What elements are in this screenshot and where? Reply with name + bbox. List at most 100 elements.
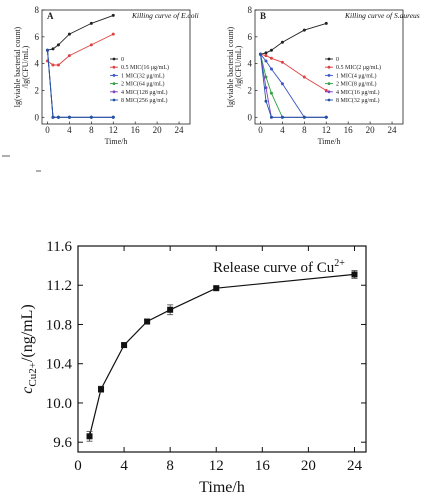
legend-marker bbox=[112, 90, 116, 94]
x-tick-label: 24 bbox=[175, 125, 185, 135]
plot-frame bbox=[77, 245, 367, 453]
legend-marker bbox=[112, 98, 116, 102]
legend: 00.5 MIC(2 μg/mL)1 MIC(4 μg/mL) 2 MIC(8 μ… bbox=[325, 57, 381, 104]
data-point bbox=[167, 306, 174, 313]
data-point bbox=[89, 43, 93, 47]
data-point bbox=[280, 40, 284, 44]
data-point bbox=[324, 115, 328, 119]
y-tick-label: 8 bbox=[35, 5, 40, 15]
x-tick-label: 4 bbox=[67, 125, 72, 135]
legend-label: 0 bbox=[336, 57, 339, 63]
x-tick-label: 0 bbox=[258, 125, 263, 135]
data-point bbox=[269, 67, 273, 71]
x-tick-label: 20 bbox=[153, 125, 163, 135]
legend-marker bbox=[327, 98, 331, 102]
y-tick-label: 6 bbox=[35, 32, 40, 42]
data-point bbox=[111, 115, 115, 119]
y-axis-label: cCu2+/(ng/mL) bbox=[19, 304, 39, 393]
x-tick-label: 16 bbox=[255, 458, 271, 474]
data-point bbox=[111, 13, 115, 17]
data-point bbox=[269, 115, 273, 119]
panel-title: Killing curve of E.coli bbox=[131, 11, 199, 20]
data-point bbox=[302, 115, 306, 119]
x-tick-label: 8 bbox=[166, 458, 174, 474]
data-point bbox=[351, 271, 358, 278]
data-point bbox=[269, 48, 273, 52]
y-tick-label: 11.2 bbox=[46, 278, 72, 294]
cu-release-curve-panel: 0 4 8 12 16 20 24 9.6 10.0 10.4 10.8 11.2 11.6 Time/h… bbox=[19, 239, 367, 496]
data-point bbox=[51, 115, 55, 119]
y-axis-label-line2: /lg(CFU/mL) bbox=[21, 45, 30, 88]
x-tick-label: 0 bbox=[74, 458, 82, 474]
x-axis-label: Time/h bbox=[318, 137, 341, 146]
data-point bbox=[144, 318, 151, 325]
y-tick-label: 2 bbox=[35, 85, 40, 95]
x-tick-label: 8 bbox=[302, 125, 307, 135]
legend-label: 4 MIC(128 μg/mL) bbox=[121, 89, 168, 96]
legend-marker bbox=[112, 57, 116, 61]
plot-frame bbox=[254, 9, 404, 125]
legend-marker bbox=[327, 90, 331, 94]
data-point bbox=[280, 60, 284, 64]
legend-label: 0.5 MIC(16 μg/mL) bbox=[121, 64, 169, 71]
data-point bbox=[67, 32, 71, 36]
y-tick-label: 2 bbox=[248, 85, 253, 95]
series-line bbox=[47, 50, 114, 118]
data-point bbox=[67, 54, 71, 58]
data-point bbox=[280, 82, 284, 86]
data-point bbox=[264, 59, 268, 63]
series-line bbox=[260, 53, 327, 91]
data-point bbox=[302, 75, 306, 79]
x-tick-label: 20 bbox=[301, 458, 316, 474]
series-line bbox=[260, 54, 327, 118]
data-point bbox=[264, 86, 268, 90]
data-point bbox=[269, 91, 273, 95]
data-point bbox=[86, 433, 93, 440]
data-point bbox=[280, 115, 284, 119]
legend-marker bbox=[327, 74, 331, 77]
legend-marker bbox=[327, 65, 331, 69]
stray-marks bbox=[2, 155, 41, 172]
x-axis-label: Time/h bbox=[105, 137, 128, 146]
y-axis-label-line1: lg(viable bacterial count) bbox=[13, 26, 22, 107]
legend-marker bbox=[112, 65, 116, 69]
y-axis-label-line2: /lg(CFU/mL) bbox=[234, 45, 243, 88]
data-point bbox=[302, 28, 306, 32]
series-line bbox=[47, 50, 114, 118]
x-tick-label: 12 bbox=[209, 458, 224, 474]
legend-label: 4 MIC(16 μg/mL) bbox=[336, 89, 380, 96]
data-point bbox=[56, 43, 60, 47]
data-point bbox=[324, 88, 328, 92]
data-point bbox=[51, 47, 55, 51]
legend-label: 8 MIC(32 μg/mL) bbox=[336, 97, 380, 104]
data-point bbox=[89, 115, 93, 119]
series-line bbox=[260, 54, 327, 118]
x-tick-label: 12 bbox=[322, 125, 331, 135]
data-point bbox=[264, 54, 268, 58]
legend-marker bbox=[327, 57, 331, 61]
panel-label: A bbox=[47, 11, 54, 21]
data-point bbox=[269, 56, 273, 60]
data-point bbox=[264, 99, 268, 103]
y-tick-label: 10.0 bbox=[46, 396, 72, 412]
series-line bbox=[88, 273, 355, 437]
plot-frame bbox=[41, 9, 191, 125]
legend-label: 2 MIC(64 μg/mL) bbox=[121, 81, 165, 88]
data-point bbox=[111, 32, 115, 36]
y-tick-label: 9.6 bbox=[53, 435, 72, 451]
x-tick-label: 4 bbox=[120, 458, 128, 474]
y-tick-label: 6 bbox=[248, 32, 253, 42]
x-tick-label: 20 bbox=[366, 125, 376, 135]
x-tick-label: 0 bbox=[45, 125, 50, 135]
chart-title: Release curve of Cu2+ bbox=[213, 258, 345, 276]
y-tick-label: 8 bbox=[248, 5, 253, 15]
panel-title: Killing curve of S.aureus bbox=[344, 11, 420, 20]
y-tick-label: 4 bbox=[248, 59, 253, 69]
y-tick-label: 4 bbox=[35, 59, 40, 69]
legend-label: 0.5 MIC(2 μg/mL) bbox=[336, 64, 381, 71]
x-tick-label: 24 bbox=[388, 125, 398, 135]
legend-label: 8 MIC(256 μg/mL) bbox=[121, 97, 168, 104]
data-point bbox=[258, 52, 262, 56]
y-axis-label-line1: lg(viable bacterial count) bbox=[226, 26, 235, 107]
